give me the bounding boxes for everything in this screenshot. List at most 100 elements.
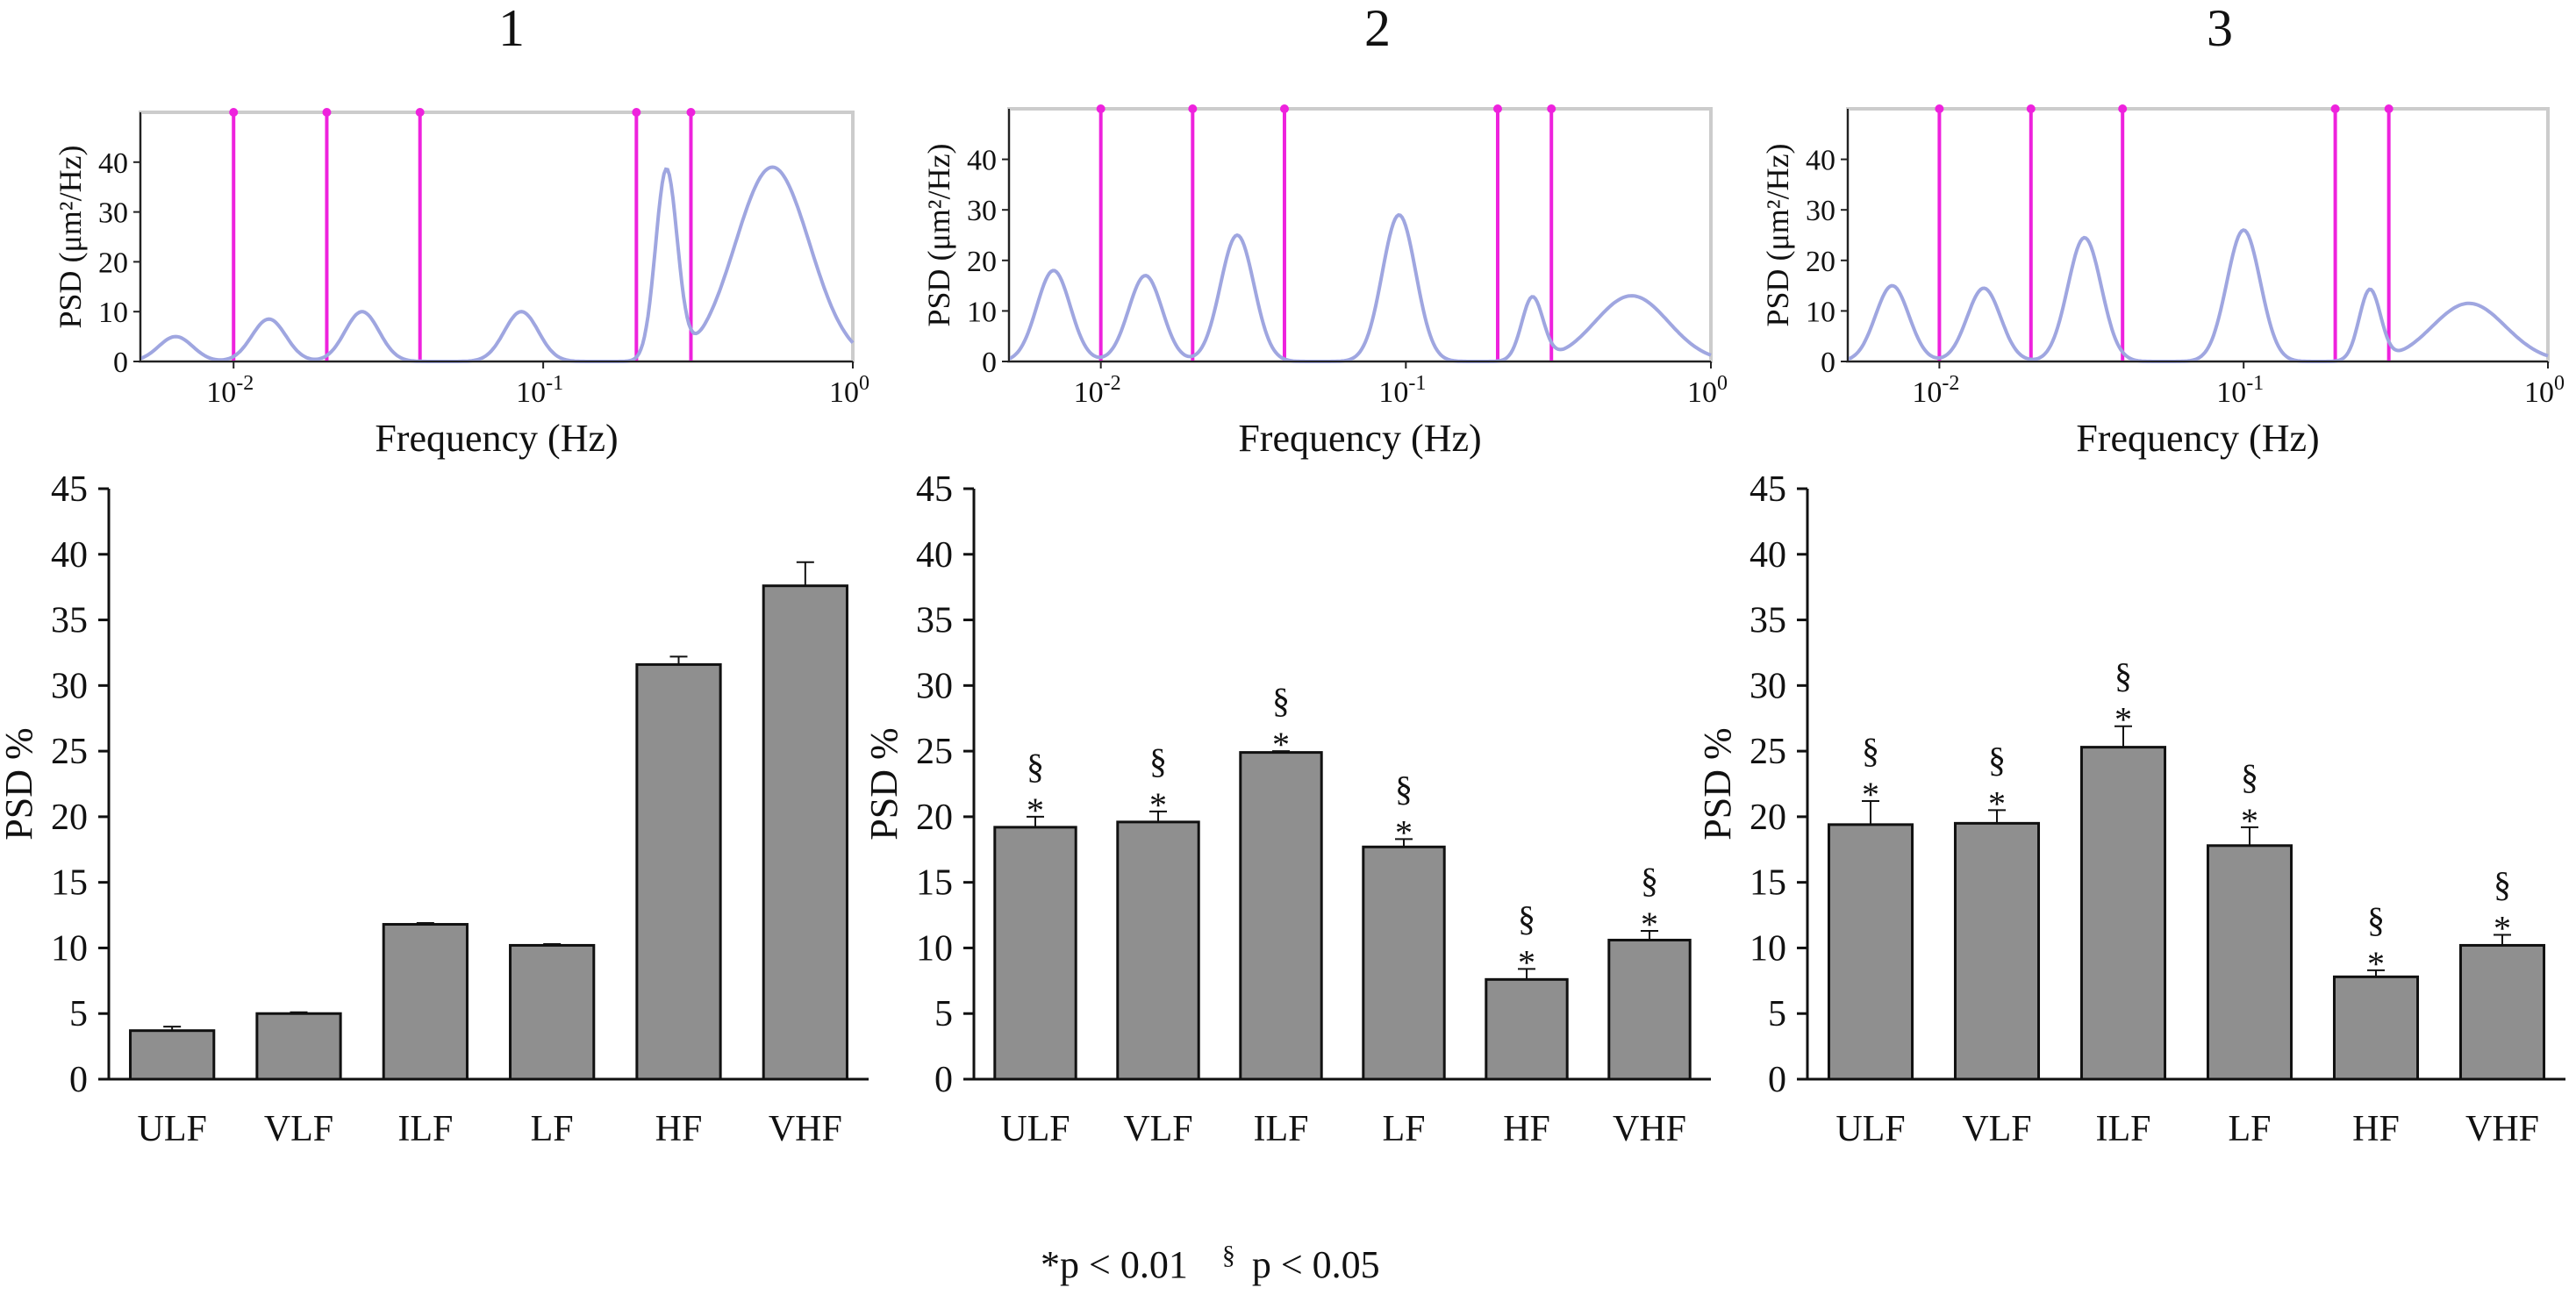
psd-curve <box>1008 212 1712 363</box>
bar-lf <box>509 943 596 1081</box>
x-tick-label: 10-2 <box>206 372 254 409</box>
y-axis-title: PSD (μm²/Hz) <box>921 143 956 326</box>
y-tick-label: 5 <box>69 994 88 1034</box>
band-boundary-marker <box>1279 104 1289 113</box>
bar-hf <box>2332 975 2420 1081</box>
significance-star: * <box>1272 725 1290 764</box>
band-boundary-marker <box>2026 104 2036 113</box>
bar-hf <box>1485 977 1569 1081</box>
significance-section: § <box>1988 740 2006 779</box>
significance-section: § <box>1862 731 1879 770</box>
band-boundary-marker <box>1492 104 1502 113</box>
band-boundary-marker <box>2118 104 2128 113</box>
band-boundary-marker <box>2384 104 2394 113</box>
category-label: HF <box>2352 1109 2400 1149</box>
x-tick-label: 10-1 <box>1378 372 1426 409</box>
y-tick-label: 25 <box>1750 732 1786 772</box>
y-tick-label: 10 <box>1806 296 1835 328</box>
significance-star: * <box>1395 812 1413 852</box>
category-label: ILF <box>2096 1109 2151 1149</box>
x-tick-label: 10-2 <box>1912 372 1959 409</box>
y-tick-label: 20 <box>51 798 88 838</box>
spectrum-frame <box>1846 107 2550 363</box>
bar-vhf <box>2458 943 2546 1081</box>
y-axis-title: PSD % <box>862 727 905 840</box>
x-tick-label: 10-2 <box>1074 372 1121 409</box>
category-label: HF <box>1503 1109 1550 1149</box>
significance-section: § <box>1272 681 1290 720</box>
bar-ulf <box>1827 823 1914 1081</box>
y-tick-label: 0 <box>69 1060 88 1100</box>
spectrum-frame <box>139 111 855 363</box>
band-boundary-marker <box>632 108 641 117</box>
bar-panel-2: 051015202530354045ULF*§VLF*§ILF*§LF*§HF*… <box>862 469 1711 1149</box>
significance-section: § <box>1641 861 1658 900</box>
band-boundary-marker <box>1935 104 1944 113</box>
y-tick-label: 30 <box>916 666 953 706</box>
category-label: ULF <box>137 1109 206 1149</box>
y-tick-label: 0 <box>1821 347 1835 379</box>
category-label: HF <box>655 1109 703 1149</box>
y-axis-title: PSD % <box>1696 727 1739 840</box>
category-label: ULF <box>1835 1109 1905 1149</box>
y-tick-label: 10 <box>967 296 997 328</box>
category-label: ILF <box>397 1109 453 1149</box>
significance-star: * <box>1149 785 1167 825</box>
y-tick-label: 10 <box>98 297 128 329</box>
band-boundary-marker <box>1096 104 1106 113</box>
significance-star: * <box>1988 783 2006 823</box>
band-boundary-marker <box>1188 104 1198 113</box>
bar-vhf <box>762 584 848 1081</box>
y-tick-label: 30 <box>1750 666 1786 706</box>
footnote-star: *p < 0.01 <box>1041 1243 1188 1286</box>
significance-star: * <box>2114 700 2132 740</box>
y-tick-label: 30 <box>51 666 88 706</box>
category-label: ILF <box>1254 1109 1309 1149</box>
bar-ilf <box>382 923 469 1081</box>
x-axis-title: Frequency (Hz) <box>1238 417 1481 460</box>
bar-vlf <box>255 1012 342 1081</box>
bar-lf <box>2206 844 2293 1081</box>
significance-star: * <box>2494 908 2511 948</box>
y-tick-label: 20 <box>916 798 953 838</box>
significance-star: * <box>1518 942 1535 982</box>
significance-star: * <box>1862 775 1879 814</box>
footnote-section-text: p < 0.05 <box>1252 1243 1380 1286</box>
y-tick-label: 30 <box>98 197 128 230</box>
y-tick-label: 10 <box>1750 928 1786 969</box>
x-axis-title: Frequency (Hz) <box>375 417 618 460</box>
y-tick-label: 0 <box>982 347 997 379</box>
y-tick-label: 25 <box>916 732 953 772</box>
y-tick-label: 40 <box>1806 145 1835 177</box>
y-tick-label: 5 <box>1768 994 1786 1034</box>
y-tick-label: 10 <box>916 928 953 969</box>
y-tick-label: 45 <box>916 469 953 510</box>
category-label: VHF <box>1613 1109 1686 1149</box>
significance-star: * <box>1641 905 1658 944</box>
bar-ilf <box>1239 751 1323 1081</box>
y-tick-label: 35 <box>1750 601 1786 641</box>
category-label: LF <box>2228 1109 2271 1149</box>
bar-panel-1: 0 5 10 15 20 25 30 35 40 45 ULF VLF ILF LF HF VHF PSD % <box>0 469 869 1149</box>
bar-vlf <box>1116 820 1200 1081</box>
category-label: VHF <box>769 1109 842 1149</box>
footnote: *p < 0.01 § p < 0.05 <box>1041 1229 1380 1286</box>
significance-section: § <box>1395 769 1413 808</box>
y-tick-label: 40 <box>967 145 997 177</box>
significance-section: § <box>1149 741 1167 781</box>
bar-ulf <box>993 826 1077 1081</box>
band-boundary-marker <box>2330 104 2340 113</box>
psd-curve <box>1847 228 2549 363</box>
significance-section: § <box>2494 864 2511 904</box>
x-tick-label: 100 <box>829 372 869 409</box>
x-tick-label: 10-1 <box>2216 372 2264 409</box>
bar-ulf <box>129 1029 216 1081</box>
y-tick-label: 30 <box>967 195 997 227</box>
y-tick-label: 15 <box>1750 863 1786 904</box>
category-label: VLF <box>1123 1109 1192 1149</box>
panel-number: 2 <box>1364 0 1391 57</box>
y-tick-label: 20 <box>1750 798 1786 838</box>
y-tick-label: 40 <box>51 535 88 576</box>
category-label: VLF <box>264 1109 333 1149</box>
